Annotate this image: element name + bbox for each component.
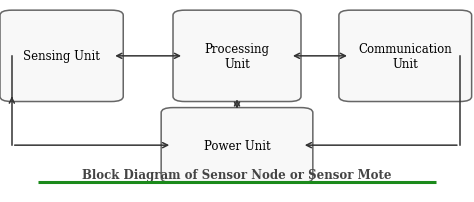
Text: Power Unit: Power Unit bbox=[204, 139, 270, 152]
Text: Sensing Unit: Sensing Unit bbox=[23, 50, 100, 63]
FancyBboxPatch shape bbox=[173, 11, 301, 102]
Text: Processing
Unit: Processing Unit bbox=[204, 43, 270, 70]
FancyBboxPatch shape bbox=[339, 11, 472, 102]
FancyBboxPatch shape bbox=[161, 108, 313, 183]
FancyBboxPatch shape bbox=[0, 11, 123, 102]
Text: Communication
Unit: Communication Unit bbox=[358, 43, 452, 70]
Text: Block Diagram of Sensor Node or Sensor Mote: Block Diagram of Sensor Node or Sensor M… bbox=[82, 168, 392, 181]
